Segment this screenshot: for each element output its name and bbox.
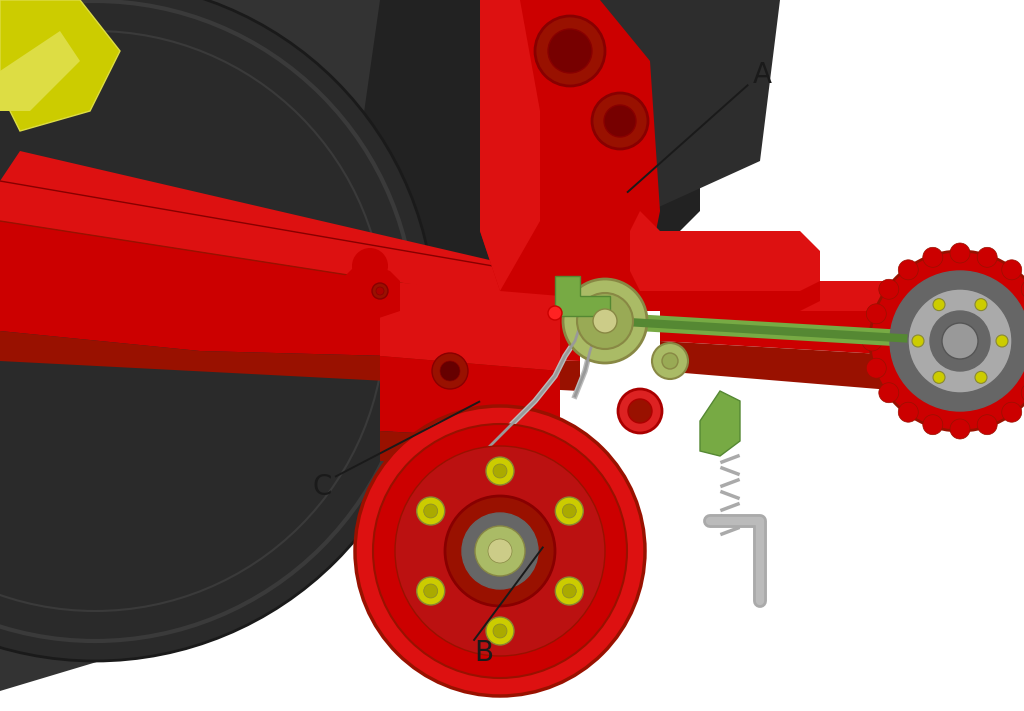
Polygon shape <box>0 31 80 111</box>
Circle shape <box>662 353 678 369</box>
Circle shape <box>424 504 437 518</box>
Circle shape <box>628 399 652 423</box>
Circle shape <box>933 371 945 383</box>
Polygon shape <box>660 311 1024 371</box>
Circle shape <box>1021 279 1024 299</box>
Circle shape <box>475 526 525 576</box>
Circle shape <box>1021 383 1024 402</box>
Polygon shape <box>660 281 1024 311</box>
Circle shape <box>923 415 943 434</box>
Text: C: C <box>312 473 332 501</box>
Circle shape <box>977 415 997 434</box>
Circle shape <box>555 577 584 605</box>
Polygon shape <box>0 0 120 131</box>
Circle shape <box>488 539 512 563</box>
Circle shape <box>562 584 577 598</box>
Circle shape <box>1001 260 1022 280</box>
Circle shape <box>493 464 507 478</box>
Polygon shape <box>0 221 580 361</box>
Polygon shape <box>640 281 820 311</box>
Circle shape <box>0 0 435 661</box>
Circle shape <box>352 248 388 284</box>
Circle shape <box>486 457 514 485</box>
Circle shape <box>950 419 970 439</box>
Circle shape <box>555 497 584 525</box>
Circle shape <box>898 402 919 422</box>
Circle shape <box>879 383 899 402</box>
Circle shape <box>933 299 945 311</box>
Circle shape <box>424 584 437 598</box>
Circle shape <box>604 105 636 137</box>
Circle shape <box>866 304 887 324</box>
Circle shape <box>866 358 887 378</box>
Text: A: A <box>753 60 772 89</box>
Circle shape <box>355 406 645 696</box>
Polygon shape <box>480 0 540 291</box>
Circle shape <box>862 331 882 351</box>
Circle shape <box>950 243 970 263</box>
Circle shape <box>562 504 577 518</box>
Circle shape <box>462 513 538 589</box>
Circle shape <box>486 617 514 645</box>
Circle shape <box>417 577 444 605</box>
Circle shape <box>548 29 592 73</box>
Circle shape <box>372 283 388 299</box>
Polygon shape <box>660 341 1024 401</box>
Circle shape <box>908 289 1012 393</box>
Polygon shape <box>0 0 512 691</box>
Circle shape <box>373 424 627 678</box>
Circle shape <box>618 389 662 433</box>
Polygon shape <box>700 391 740 456</box>
Circle shape <box>923 247 943 267</box>
Polygon shape <box>340 261 400 321</box>
Circle shape <box>930 311 990 371</box>
Circle shape <box>870 251 1024 431</box>
Polygon shape <box>480 0 660 331</box>
Circle shape <box>592 93 648 149</box>
Polygon shape <box>380 431 560 471</box>
Circle shape <box>942 323 978 359</box>
Circle shape <box>493 624 507 638</box>
Polygon shape <box>350 0 700 331</box>
Circle shape <box>440 361 460 381</box>
Circle shape <box>975 299 987 311</box>
Circle shape <box>445 496 555 606</box>
Polygon shape <box>555 276 610 316</box>
Circle shape <box>975 371 987 383</box>
Circle shape <box>577 293 633 349</box>
Circle shape <box>996 335 1008 347</box>
Circle shape <box>652 343 688 379</box>
Circle shape <box>593 309 617 333</box>
Polygon shape <box>380 281 560 371</box>
Circle shape <box>432 353 468 389</box>
Circle shape <box>1001 402 1022 422</box>
Circle shape <box>417 497 444 525</box>
Circle shape <box>879 279 899 299</box>
Circle shape <box>548 306 562 320</box>
Polygon shape <box>380 356 560 441</box>
Circle shape <box>890 271 1024 411</box>
Circle shape <box>535 16 605 86</box>
Circle shape <box>376 287 384 295</box>
Polygon shape <box>630 211 820 291</box>
Polygon shape <box>0 331 580 391</box>
Circle shape <box>898 260 919 280</box>
Circle shape <box>912 335 924 347</box>
Text: B: B <box>474 638 494 667</box>
Circle shape <box>977 247 997 267</box>
Polygon shape <box>0 151 580 311</box>
Circle shape <box>563 279 647 363</box>
Polygon shape <box>580 0 780 211</box>
Circle shape <box>395 446 605 656</box>
